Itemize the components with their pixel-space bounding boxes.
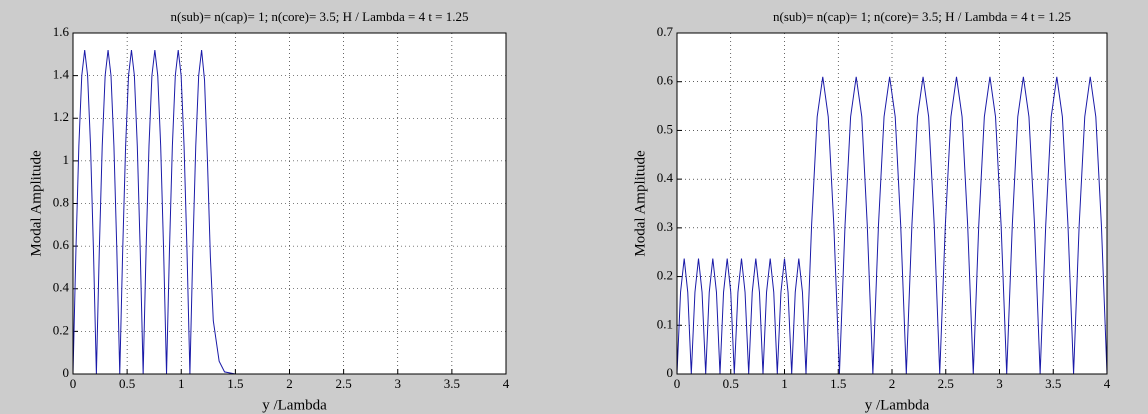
x-tick-label: 2.5	[938, 376, 954, 391]
y-tick-label: 0.6	[53, 237, 70, 252]
y-tick-label: 0.4	[53, 280, 70, 295]
x-tick-label: 1	[781, 376, 788, 391]
plot-frame	[676, 32, 1108, 375]
y-tick-label: 1.6	[53, 24, 70, 39]
y-tick-label: 1.2	[53, 109, 69, 124]
y-tick-label: 0	[667, 365, 674, 380]
y-axis-label: Modal Amplitude	[632, 150, 648, 257]
data-line	[72, 49, 506, 375]
x-tick-label: 2	[286, 376, 293, 391]
y-tick-label: 0.6	[657, 73, 674, 88]
x-tick-label: 3.5	[1045, 376, 1061, 391]
plot-frame	[72, 32, 507, 375]
y-tick-label: 0.2	[657, 268, 673, 283]
y-tick-label: 1	[63, 152, 70, 167]
y-axis-label: Modal Amplitude	[28, 150, 44, 257]
x-tick-label: 0	[674, 376, 681, 391]
x-axis-label: y /Lambda	[865, 397, 930, 413]
y-tick-label: 0.3	[657, 219, 673, 234]
x-tick-label: 4	[1104, 376, 1111, 391]
y-tick-label: 0.2	[53, 322, 69, 337]
y-tick-label: 0.5	[657, 121, 673, 136]
x-tick-label: 3.5	[444, 376, 460, 391]
y-tick-label: 0.8	[53, 194, 69, 209]
x-tick-label: 3	[395, 376, 402, 391]
y-tick-label: 0.1	[657, 316, 673, 331]
x-tick-label: 1.5	[227, 376, 243, 391]
x-axis-label: y /Lambda	[262, 397, 327, 413]
x-tick-label: 3	[996, 376, 1003, 391]
x-tick-label: 0.5	[119, 376, 135, 391]
x-tick-label: 1	[178, 376, 185, 391]
y-tick-label: 1.4	[53, 67, 70, 82]
data-line	[676, 76, 1108, 375]
x-tick-label: 4	[503, 376, 510, 391]
x-tick-label: 2.5	[336, 376, 352, 391]
chart-title: n(sub)= n(cap)= 1; n(core)= 3.5; H / Lam…	[170, 9, 468, 24]
x-tick-label: 2	[889, 376, 896, 391]
x-tick-label: 1.5	[830, 376, 846, 391]
x-tick-label: 0	[70, 376, 77, 391]
chart-title: n(sub)= n(cap)= 1; n(core)= 3.5; H / Lam…	[773, 9, 1071, 24]
y-tick-label: 0.4	[657, 170, 674, 185]
y-tick-label: 0	[63, 365, 70, 380]
x-tick-label: 0.5	[723, 376, 739, 391]
y-tick-label: 0.7	[657, 24, 674, 39]
